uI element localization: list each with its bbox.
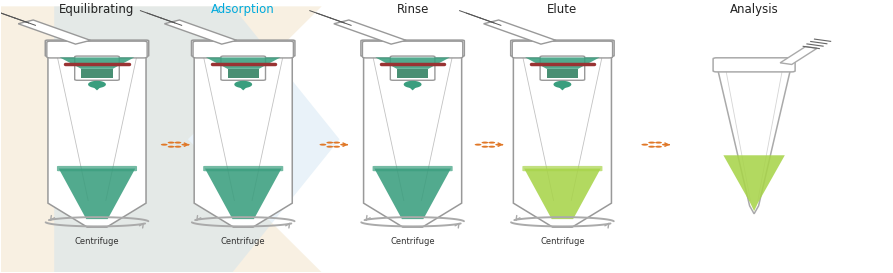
Polygon shape — [239, 87, 247, 90]
Polygon shape — [54, 6, 339, 272]
Polygon shape — [513, 54, 612, 227]
Text: Elute: Elute — [547, 3, 578, 16]
Polygon shape — [81, 69, 113, 78]
Circle shape — [174, 142, 181, 144]
Circle shape — [320, 144, 326, 146]
Circle shape — [641, 144, 648, 146]
Circle shape — [333, 142, 340, 144]
Circle shape — [655, 146, 662, 148]
Circle shape — [648, 146, 655, 148]
Polygon shape — [228, 69, 259, 78]
FancyBboxPatch shape — [57, 166, 137, 171]
Text: Equilibrating: Equilibrating — [59, 3, 135, 16]
Polygon shape — [554, 81, 572, 88]
FancyBboxPatch shape — [204, 166, 283, 171]
FancyBboxPatch shape — [221, 56, 265, 80]
Circle shape — [168, 146, 174, 148]
Polygon shape — [547, 69, 578, 78]
FancyBboxPatch shape — [372, 166, 453, 171]
FancyBboxPatch shape — [75, 56, 120, 80]
Circle shape — [340, 144, 346, 146]
Polygon shape — [206, 57, 280, 69]
Polygon shape — [484, 20, 556, 44]
Polygon shape — [524, 169, 601, 219]
FancyBboxPatch shape — [390, 56, 435, 80]
Polygon shape — [404, 81, 421, 88]
Circle shape — [168, 142, 174, 144]
Circle shape — [488, 142, 496, 144]
FancyBboxPatch shape — [522, 166, 603, 171]
Circle shape — [174, 146, 181, 148]
Polygon shape — [558, 87, 566, 90]
Circle shape — [475, 144, 481, 146]
Polygon shape — [780, 47, 817, 64]
Text: Centrifuge: Centrifuge — [540, 237, 585, 246]
Polygon shape — [409, 87, 416, 90]
Polygon shape — [525, 57, 600, 69]
FancyBboxPatch shape — [714, 58, 795, 72]
FancyBboxPatch shape — [361, 40, 464, 56]
Circle shape — [655, 142, 662, 144]
Polygon shape — [374, 169, 451, 219]
Polygon shape — [18, 20, 90, 44]
Text: Centrifuge: Centrifuge — [75, 237, 120, 246]
FancyBboxPatch shape — [191, 40, 295, 56]
Circle shape — [662, 144, 669, 146]
Polygon shape — [88, 81, 106, 88]
Circle shape — [481, 142, 488, 144]
Circle shape — [161, 144, 168, 146]
Text: Centrifuge: Centrifuge — [390, 237, 435, 246]
FancyBboxPatch shape — [46, 40, 149, 56]
Text: Analysis: Analysis — [730, 3, 779, 16]
Circle shape — [488, 146, 496, 148]
Text: Centrifuge: Centrifuge — [221, 237, 265, 246]
Polygon shape — [717, 65, 791, 214]
FancyBboxPatch shape — [513, 41, 613, 58]
Polygon shape — [396, 69, 429, 78]
Polygon shape — [363, 54, 462, 227]
Text: Adsorption: Adsorption — [212, 3, 275, 16]
Polygon shape — [194, 54, 292, 227]
Circle shape — [333, 146, 340, 148]
Polygon shape — [93, 87, 101, 90]
Polygon shape — [60, 57, 134, 69]
Polygon shape — [205, 169, 281, 219]
Polygon shape — [234, 81, 252, 88]
FancyBboxPatch shape — [46, 41, 147, 58]
Polygon shape — [375, 57, 450, 69]
Circle shape — [648, 142, 655, 144]
Circle shape — [327, 142, 333, 144]
Circle shape — [327, 146, 333, 148]
Polygon shape — [723, 155, 785, 211]
Circle shape — [181, 144, 188, 146]
FancyBboxPatch shape — [511, 40, 614, 56]
Circle shape — [481, 146, 488, 148]
Text: Rinse: Rinse — [396, 3, 429, 16]
FancyBboxPatch shape — [540, 56, 585, 80]
Polygon shape — [334, 20, 406, 44]
FancyBboxPatch shape — [193, 41, 294, 58]
FancyBboxPatch shape — [363, 41, 463, 58]
Polygon shape — [164, 20, 237, 44]
Polygon shape — [1, 6, 321, 272]
Polygon shape — [48, 54, 146, 227]
Polygon shape — [59, 169, 135, 219]
Circle shape — [496, 144, 502, 146]
